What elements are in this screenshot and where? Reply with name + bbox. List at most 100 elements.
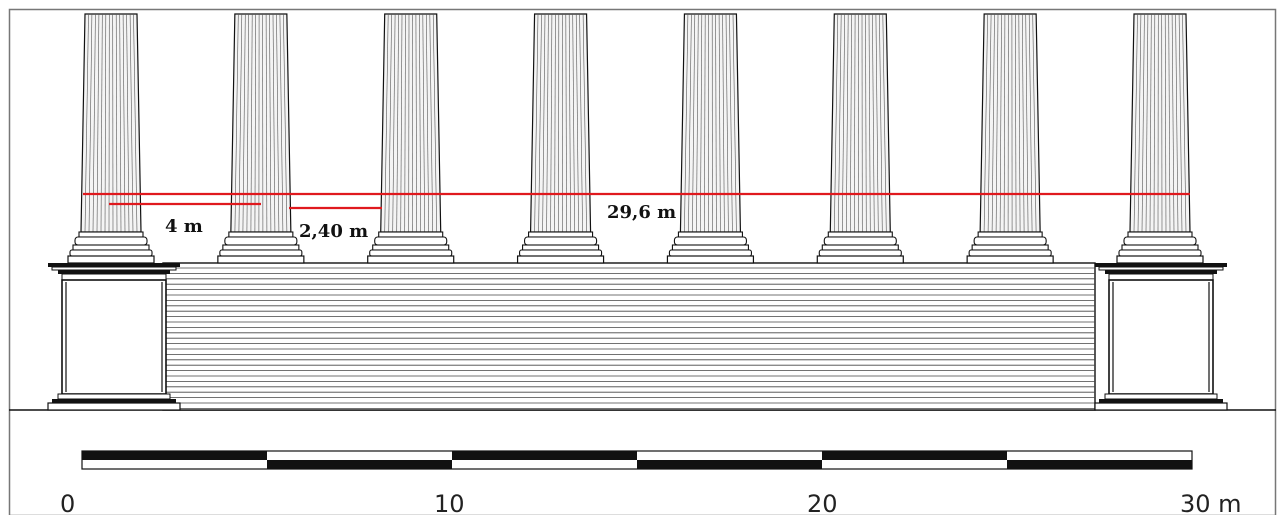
column-flute — [725, 13, 729, 233]
column-flute — [1182, 13, 1187, 233]
column-flute — [1021, 13, 1025, 233]
pedestal-cornice-top — [1095, 263, 1227, 267]
column-shaft — [529, 13, 592, 233]
column-flute — [572, 13, 575, 233]
column-flute — [388, 13, 392, 233]
column-flute — [722, 13, 725, 233]
column-base-fillet — [228, 231, 294, 238]
column-base-scotia — [222, 244, 300, 251]
intercolumnium-label: 2,40 m — [299, 221, 368, 242]
column-flute — [834, 13, 839, 233]
column-plinth — [516, 255, 605, 264]
column-flute — [879, 13, 883, 233]
column-flute — [546, 13, 549, 233]
pedestal-cornice-base — [61, 273, 167, 281]
column-flute — [1141, 13, 1145, 233]
scale-bar-segment — [82, 451, 267, 460]
column-flute — [1178, 13, 1183, 233]
column-shaft — [979, 13, 1041, 233]
column-flute — [1133, 13, 1138, 233]
column-flute — [126, 13, 130, 233]
column-flute — [715, 13, 717, 233]
pedestal-cornice-low — [58, 270, 170, 274]
column-flute — [100, 13, 103, 233]
column-flute — [842, 13, 845, 233]
column-flute — [684, 13, 689, 233]
column-flute — [872, 13, 875, 233]
column-flute — [115, 13, 118, 233]
column-flute — [1153, 13, 1156, 233]
column-flute — [122, 13, 126, 233]
column-flute — [84, 13, 89, 233]
column-flute — [838, 13, 842, 233]
pedestal-base-top — [57, 393, 171, 400]
column-flute — [119, 13, 122, 233]
column-flute — [875, 13, 879, 233]
overall-width-label: 29,6 m — [607, 202, 676, 223]
column-flute — [96, 13, 100, 233]
column-base-torus — [823, 236, 897, 246]
column-flute — [419, 13, 422, 233]
column-flute — [732, 13, 737, 233]
column-base-fillet — [78, 231, 144, 238]
column-flute — [845, 13, 849, 233]
column — [67, 13, 155, 264]
scale-bar-segment — [452, 451, 637, 460]
column-base-scotia — [821, 244, 899, 251]
column-flute — [429, 13, 433, 233]
column-flute — [272, 13, 276, 233]
pedestal-cornice-base — [1108, 273, 1214, 281]
column-flute — [853, 13, 856, 233]
column-base-scotia — [522, 244, 600, 251]
column-flute — [538, 13, 542, 233]
column-flute — [999, 13, 1002, 233]
pedestal-plinth — [1094, 402, 1228, 411]
column-flute — [991, 13, 995, 233]
column-flute — [995, 13, 999, 233]
column-flute — [384, 13, 389, 233]
column-flute — [1149, 13, 1152, 233]
column-flute — [1032, 13, 1037, 233]
column-flute — [1168, 13, 1171, 233]
column-flute — [696, 13, 699, 233]
column-flute — [1137, 13, 1142, 233]
column-base-torus-lower — [818, 249, 902, 257]
column — [816, 13, 904, 264]
column-flute — [582, 13, 587, 233]
pedestal-cornice-low — [1105, 270, 1217, 274]
column-base-torus-lower — [519, 249, 603, 257]
column-base-scotia — [372, 244, 450, 251]
column-flute — [426, 13, 429, 233]
column-flute — [392, 13, 396, 233]
column-flute — [1175, 13, 1179, 233]
column-base-torus — [973, 236, 1047, 246]
column-base-fillet — [677, 231, 743, 238]
column-flute — [1164, 13, 1167, 233]
column-base-torus — [374, 236, 448, 246]
column-diameter-label: 4 m — [165, 216, 203, 237]
pedestal-cornice-mid — [51, 266, 177, 271]
podium-body — [162, 262, 1096, 411]
column-flute — [1003, 13, 1006, 233]
podium — [162, 262, 1096, 411]
column-flute — [1018, 13, 1021, 233]
column-flute — [88, 13, 93, 233]
column-flute — [279, 13, 284, 233]
column-flute — [265, 13, 268, 233]
column-plinth — [67, 255, 155, 264]
column-flute — [688, 13, 692, 233]
column-flute — [129, 13, 134, 233]
scale-bar-segment — [267, 460, 452, 469]
column-flute — [242, 13, 246, 233]
scale-label-20: 20 — [807, 490, 838, 515]
column-shaft — [80, 13, 142, 233]
column-plinth — [666, 255, 755, 264]
column-base-torus — [74, 236, 148, 246]
column-flute — [1145, 13, 1149, 233]
column-flute — [238, 13, 243, 233]
pedestal-cornice-mid — [1098, 266, 1224, 271]
column-flute — [283, 13, 288, 233]
column-flute — [254, 13, 256, 233]
column-flute — [565, 13, 567, 233]
